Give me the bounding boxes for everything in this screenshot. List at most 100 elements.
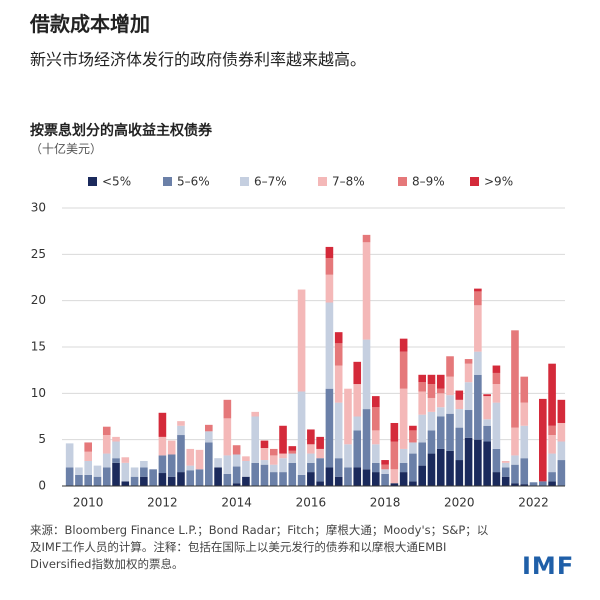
bar-segment	[399, 462, 408, 473]
bar-segment	[223, 455, 232, 474]
bar-segment	[102, 453, 111, 468]
bar-segment	[102, 435, 111, 454]
bar-segment	[362, 409, 371, 470]
bar-segment	[418, 442, 426, 466]
bar-segment	[557, 441, 566, 461]
bar-segment	[279, 453, 287, 459]
bar-segment	[520, 425, 529, 459]
bar-segment	[316, 436, 324, 449]
bar-segment	[483, 396, 491, 420]
bar-segment	[232, 454, 241, 467]
bar-segment	[167, 454, 176, 477]
bar-segment	[548, 481, 556, 486]
bar-segment	[288, 462, 297, 486]
x-tick-label: 2018	[370, 496, 401, 510]
y-tick-label: 5	[38, 432, 46, 446]
bar-segment	[455, 460, 464, 486]
legend-swatch	[88, 177, 97, 186]
unit: （十亿美元）	[30, 142, 103, 156]
bar-segment	[520, 458, 529, 485]
bar-segment	[279, 472, 287, 486]
bar-segment	[251, 416, 259, 463]
title: 借款成本增加	[30, 12, 150, 36]
bar-segment	[186, 448, 195, 466]
bar-segment	[307, 453, 315, 463]
bar-segment	[334, 458, 343, 477]
bar-segment	[297, 289, 306, 392]
bar-segment	[372, 396, 380, 408]
bar-segment	[223, 473, 232, 486]
bar-segment	[177, 435, 185, 473]
chart-title: 按票息划分的高收益主权债券	[30, 123, 212, 139]
bar-segment	[158, 436, 167, 456]
bar-segment	[112, 462, 120, 486]
bar-segment	[102, 467, 111, 486]
bar-segment	[362, 242, 371, 340]
bar-segment	[177, 472, 185, 486]
bar-segment	[390, 469, 399, 484]
bar-segment	[149, 469, 157, 486]
bar-segment	[492, 402, 501, 449]
bar-segment	[84, 442, 92, 452]
bar-segment	[260, 464, 269, 486]
bar-segment	[205, 442, 213, 486]
bar-segment	[325, 258, 334, 275]
bar-segment	[492, 372, 501, 385]
bar-segment	[409, 481, 417, 486]
bar-segment	[418, 414, 426, 443]
bar-segment	[288, 446, 297, 451]
x-tick-label: 2020	[444, 496, 475, 510]
bar-segment	[455, 409, 464, 428]
bar-segment	[102, 426, 111, 436]
legend-swatch	[398, 177, 407, 186]
bar-segment	[409, 425, 417, 431]
y-tick-label: 30	[31, 201, 46, 215]
bar-segment	[195, 449, 204, 470]
bar-segment	[353, 361, 362, 385]
bar-segment	[288, 450, 297, 454]
bar-segment	[121, 457, 130, 463]
bar-segment	[455, 390, 464, 400]
bar-segment	[167, 476, 176, 486]
bar-segment	[372, 462, 380, 473]
bar-segment	[112, 441, 120, 459]
bar-segment	[279, 458, 287, 473]
bar-segment	[399, 351, 408, 389]
source: 来源：Bloomberg Finance L.P.；Bond Radar；Fit…	[30, 523, 489, 571]
bar-segment	[501, 460, 510, 463]
bar-segment	[334, 365, 343, 403]
bar-segment	[483, 425, 491, 442]
bar-segment	[140, 467, 148, 477]
bar-segment	[483, 394, 491, 397]
bar-segment	[464, 410, 473, 438]
bar-segment	[548, 425, 556, 436]
bar-segment	[140, 476, 148, 486]
bar-segment	[455, 399, 464, 410]
bar-segment	[418, 391, 426, 415]
y-tick-label: 20	[31, 293, 46, 307]
bar-segment	[464, 363, 473, 383]
bar-segment	[464, 359, 473, 364]
bar-segment	[353, 416, 362, 431]
bar-segment	[279, 425, 287, 454]
bar-segment	[492, 472, 501, 486]
bar-segment	[427, 397, 436, 412]
bar-segment	[205, 431, 213, 443]
bar-segment	[269, 464, 278, 473]
bar-segment	[483, 441, 491, 486]
bar-segment	[140, 460, 148, 468]
bar-segment	[399, 448, 408, 463]
bar-segment	[548, 472, 556, 482]
legend-label: >9%	[484, 175, 513, 189]
bar-segment	[297, 474, 306, 486]
bar-segment	[409, 430, 417, 443]
bar-segment	[316, 481, 324, 486]
bar-segment	[501, 467, 510, 477]
bar-segment	[177, 425, 185, 436]
legend-swatch	[318, 177, 327, 186]
bar-segment	[93, 465, 102, 477]
bar-segment	[548, 435, 556, 454]
bar-segment	[492, 384, 501, 403]
bar-segment	[399, 388, 408, 449]
bar-segment	[372, 407, 380, 431]
